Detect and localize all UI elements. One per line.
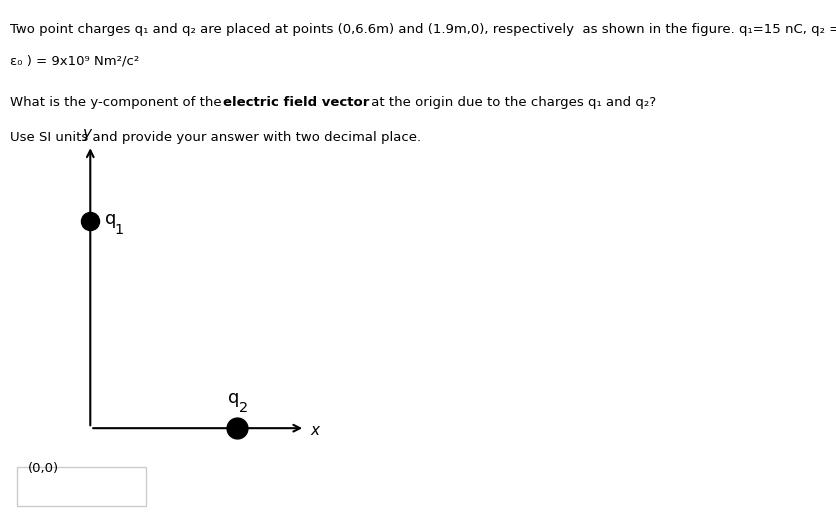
Text: (0,0): (0,0) [28, 462, 59, 475]
Text: 2: 2 [238, 402, 247, 415]
Text: Use SI units and provide your answer with two decimal place.: Use SI units and provide your answer wit… [10, 131, 421, 144]
Text: Two point charges q₁ and q₂ are placed at points (0,6.6m) and (1.9m,0), respecti: Two point charges q₁ and q₂ are placed a… [10, 23, 836, 36]
Text: What is the y-component of the: What is the y-component of the [10, 96, 226, 109]
Text: ε₀ ) = 9x10⁹ Nm²/c²: ε₀ ) = 9x10⁹ Nm²/c² [10, 54, 140, 67]
Text: q: q [228, 389, 240, 407]
Text: x: x [310, 424, 319, 438]
Text: 1: 1 [115, 223, 124, 237]
Text: y: y [83, 126, 91, 141]
Text: at the origin due to the charges q₁ and q₂?: at the origin due to the charges q₁ and … [367, 96, 656, 109]
Text: q: q [104, 210, 116, 228]
Text: electric field vector: electric field vector [222, 96, 370, 109]
